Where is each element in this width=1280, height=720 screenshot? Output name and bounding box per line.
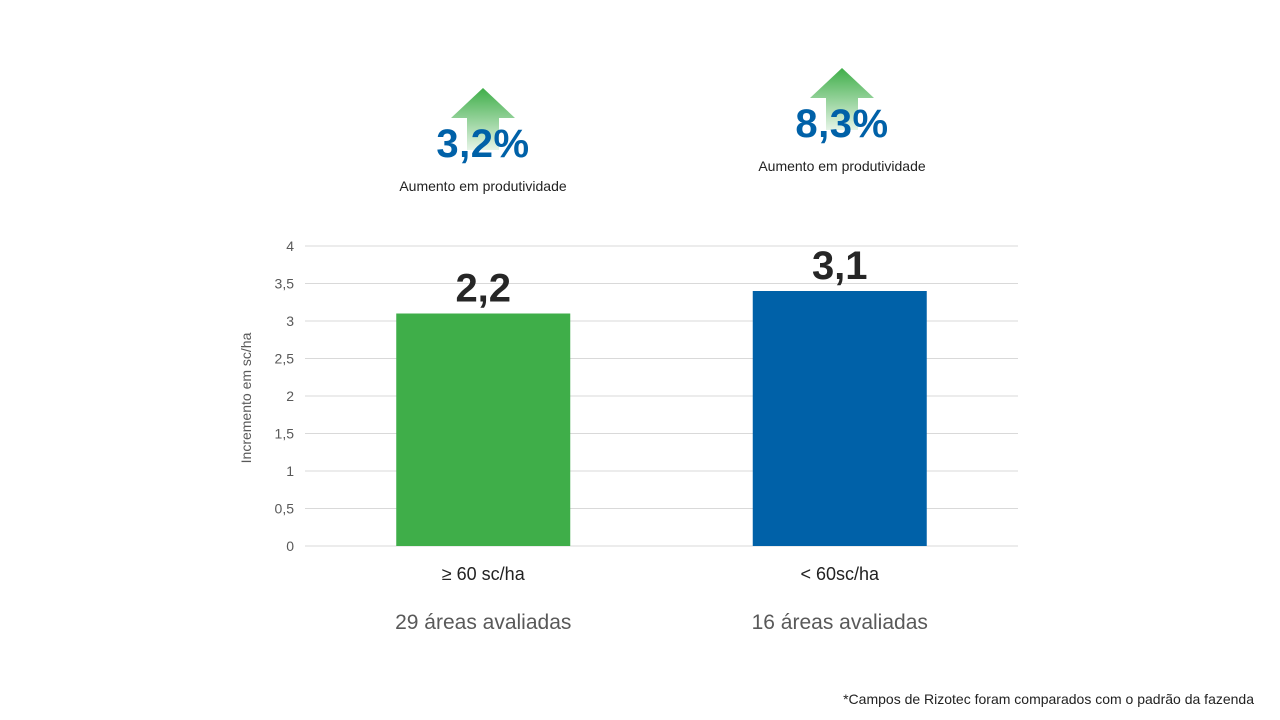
x-tick-label: < 60sc/ha [800, 564, 880, 584]
y-tick-label: 3 [286, 313, 294, 329]
y-tick-label: 0 [286, 538, 294, 554]
x-tick-label: ≥ 60 sc/ha [442, 564, 526, 584]
y-tick-label: 4 [286, 238, 294, 254]
y-tick-label: 1,5 [275, 426, 295, 442]
bars [396, 291, 927, 546]
bar-1 [396, 313, 571, 546]
y-axis-label: Incremento em sc/ha [238, 332, 254, 463]
footnote: *Campos de Rizotec foram comparados com … [843, 691, 1254, 707]
callout-low-yield: 8,3% Aumento em produtividade [722, 68, 962, 178]
callout-percent: 8,3% [795, 102, 889, 146]
up-arrow-icon [451, 88, 515, 150]
callout-percent: 3,2% [436, 122, 530, 166]
data-label: 3,1 [812, 244, 868, 288]
callout-caption: Aumento em produtividade [758, 158, 926, 174]
data-labels: 2,2 3,1 [455, 244, 867, 311]
data-label: 2,2 [455, 267, 511, 311]
y-tick-label: 0,5 [275, 501, 295, 517]
bar-2 [752, 291, 927, 546]
y-tick-label: 2,5 [275, 351, 295, 367]
y-tick-label: 1 [286, 463, 294, 479]
x-axis-ticks: ≥ 60 sc/ha 29 áreas avaliadas < 60sc/ha 16 … [395, 564, 928, 634]
x-subcategory-label: 29 áreas avaliadas [395, 611, 571, 634]
callout-high-yield: 3,2% Aumento em produtividade [363, 88, 603, 198]
y-tick-label: 3,5 [275, 276, 295, 292]
x-subcategory-label: 16 áreas avaliadas [752, 611, 928, 634]
y-axis-ticks: 0 0,5 1 1,5 2 2,5 3 3,5 4 [275, 238, 295, 554]
up-arrow-icon [810, 68, 874, 130]
y-tick-label: 2 [286, 388, 294, 404]
callout-caption: Aumento em produtividade [399, 178, 567, 194]
